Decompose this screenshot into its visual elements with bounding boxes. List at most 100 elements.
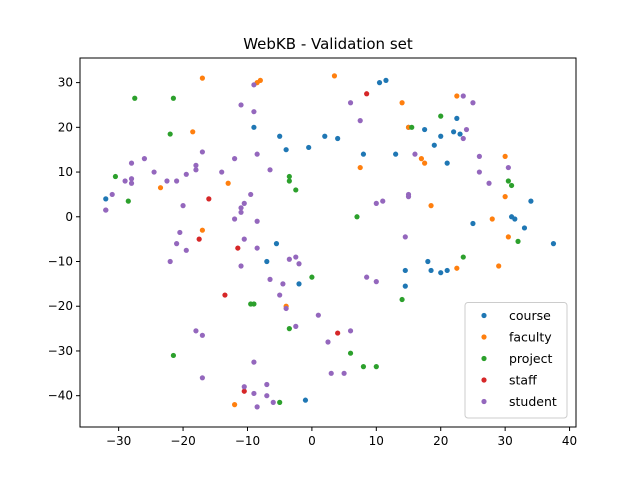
point-student-21: [193, 167, 199, 173]
point-student-66: [199, 332, 205, 338]
y-tick-label: −40: [48, 389, 73, 403]
point-student-69: [264, 381, 270, 388]
point-student-58: [293, 323, 299, 329]
point-student-70: [241, 384, 247, 390]
point-project-7: [293, 187, 299, 193]
point-student-4: [357, 118, 363, 124]
point-student-19: [232, 156, 238, 162]
point-course-25: [273, 241, 280, 247]
point-student-76: [341, 370, 347, 376]
legend-marker-course: [481, 312, 487, 319]
point-staff-3: [235, 245, 241, 251]
point-course-26: [264, 258, 270, 265]
legend: course faculty project staff student: [464, 302, 568, 419]
series-staff: [196, 91, 370, 394]
point-faculty-17: [502, 194, 508, 200]
point-student-50: [238, 263, 244, 269]
point-student-36: [254, 151, 260, 157]
y-tick-label: 20: [58, 120, 73, 134]
point-project-12: [508, 182, 515, 189]
point-student-75: [328, 370, 334, 376]
point-student-44: [241, 236, 247, 242]
point-staff-5: [335, 330, 341, 336]
y-axis: −40 −30 −20 −10 0 10 20 30: [48, 76, 80, 403]
legend-item-student: student: [481, 394, 557, 409]
point-student-17: [380, 198, 386, 204]
point-faculty-2: [157, 185, 164, 191]
point-student-26: [141, 156, 148, 162]
point-student-64: [402, 234, 408, 240]
point-project-23: [373, 364, 379, 370]
point-student-40: [238, 205, 244, 211]
point-faculty-7: [331, 73, 338, 79]
point-project-22: [360, 364, 367, 370]
point-course-34: [302, 397, 309, 403]
point-student-1: [238, 102, 244, 108]
point-course-15: [444, 160, 450, 166]
point-project-24: [277, 399, 283, 405]
legend-label-course: course: [509, 308, 551, 323]
point-student-72: [254, 404, 260, 410]
point-student-6: [470, 100, 476, 106]
point-student-42: [232, 216, 238, 222]
point-student-29: [128, 180, 135, 186]
point-student-18: [199, 149, 205, 155]
point-faculty-15: [489, 216, 495, 222]
point-project-1: [170, 95, 176, 101]
series-student: [103, 82, 511, 410]
point-student-47: [174, 241, 180, 247]
point-faculty-13: [428, 203, 434, 209]
point-project-9: [409, 124, 415, 130]
legend-label-student: student: [509, 394, 557, 409]
point-student-74: [270, 399, 276, 405]
x-tick-label: 40: [562, 434, 577, 448]
point-student-62: [364, 274, 370, 280]
point-faculty-11: [418, 156, 424, 162]
point-course-17: [454, 115, 460, 121]
point-project-0: [132, 95, 138, 101]
point-student-3: [347, 100, 354, 106]
legend-item-staff: staff: [481, 373, 537, 388]
x-tick-label: 30: [498, 434, 513, 448]
point-student-51: [267, 276, 273, 282]
point-student-11: [476, 169, 482, 175]
point-student-31: [109, 191, 115, 198]
point-student-38: [248, 191, 254, 198]
legend-marker-staff: [481, 377, 487, 383]
point-course-32: [438, 270, 444, 276]
legend-box: [464, 302, 568, 419]
point-project-4: [125, 198, 131, 204]
x-tick-label: 20: [433, 434, 448, 448]
point-faculty-8: [357, 164, 363, 171]
point-student-71: [251, 390, 257, 397]
point-faculty-0: [199, 75, 205, 81]
point-student-10: [476, 153, 482, 159]
point-course-4: [306, 144, 312, 151]
point-course-9: [383, 77, 389, 83]
x-axis: −30 −20 −10 0 10 20 30 40: [106, 427, 577, 448]
point-staff-1: [206, 196, 212, 202]
legend-label-project: project: [509, 351, 552, 366]
point-student-23: [174, 178, 180, 184]
point-student-25: [151, 169, 157, 175]
point-faculty-20: [454, 265, 460, 271]
point-student-46: [177, 229, 183, 236]
point-staff-4: [222, 292, 228, 298]
point-student-37: [267, 167, 273, 173]
point-course-19: [470, 220, 476, 227]
legend-item-faculty: faculty: [481, 330, 552, 345]
point-course-33: [444, 267, 450, 274]
point-course-12: [422, 126, 428, 133]
point-course-1: [251, 124, 257, 130]
point-project-20: [170, 352, 176, 359]
point-student-33: [103, 207, 109, 213]
point-student-45: [254, 245, 260, 251]
point-course-22: [521, 225, 528, 231]
point-student-5: [460, 93, 466, 99]
point-project-15: [399, 296, 405, 303]
points-layer: [103, 73, 557, 410]
point-course-7: [360, 151, 367, 157]
point-course-29: [402, 283, 408, 289]
point-student-67: [199, 375, 205, 381]
